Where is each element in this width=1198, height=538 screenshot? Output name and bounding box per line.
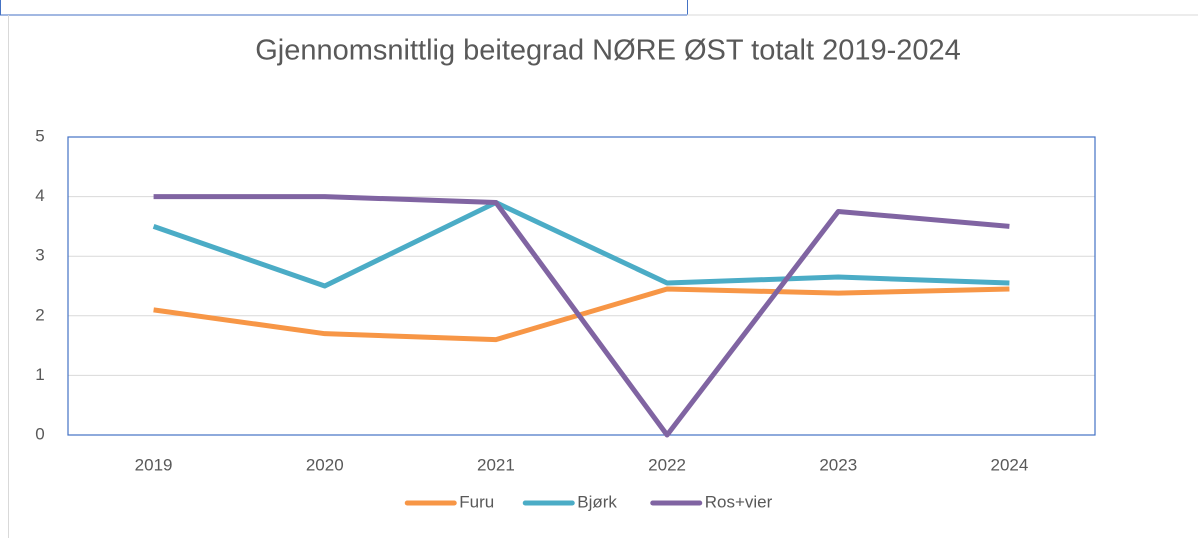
plot-area [67, 136, 1096, 436]
series-line [153, 194, 1010, 438]
x-tick-label: 2020 [306, 455, 344, 474]
y-tick-label: 4 [35, 186, 44, 205]
y-tick-label: 0 [35, 424, 44, 443]
y-tick-label: 2 [35, 305, 44, 324]
series-line [153, 286, 1010, 343]
y-tick-label: 5 [35, 126, 44, 145]
series-line [152, 200, 1010, 289]
x-tick-label: 2022 [648, 455, 686, 474]
y-tick-label: 3 [35, 246, 44, 265]
chart-title: Gjennomsnittlig beitegrad NØRE ØST total… [255, 35, 961, 67]
x-tick-label: 2024 [991, 455, 1029, 474]
legend-label: Bjørk [577, 492, 617, 511]
x-tick-label: 2021 [477, 455, 515, 474]
x-tick-label: 2019 [135, 455, 173, 474]
legend-label: Furu [459, 492, 494, 511]
table-fragment [0, 0, 688, 16]
legend-label: Ros+vier [705, 492, 773, 511]
x-tick-label: 2023 [819, 455, 857, 474]
y-tick-label: 1 [35, 365, 44, 384]
